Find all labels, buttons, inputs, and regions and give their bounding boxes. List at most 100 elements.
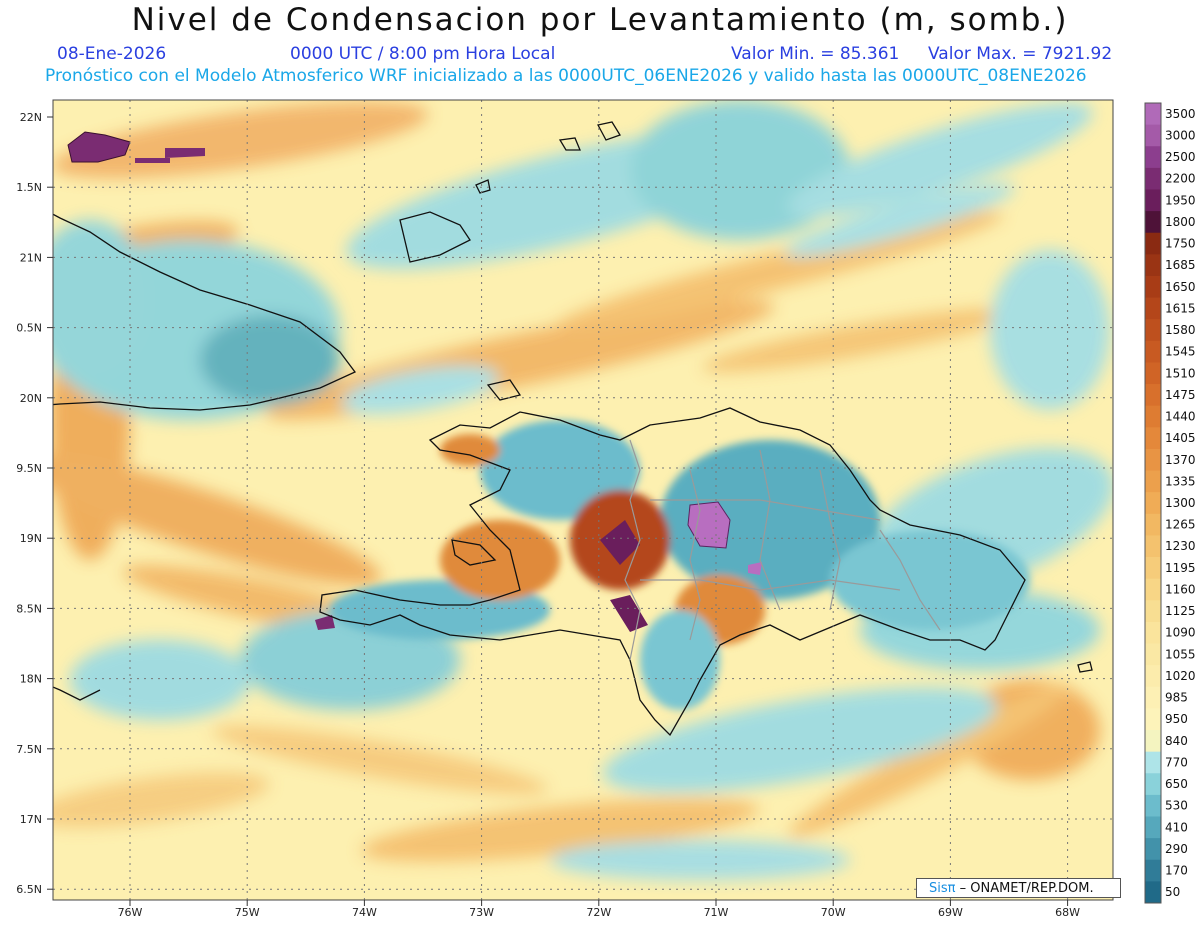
colorbar-label: 1195 bbox=[1165, 561, 1196, 575]
colorbar-label: 50 bbox=[1165, 885, 1180, 899]
colorbar-label: 985 bbox=[1165, 691, 1188, 705]
x-tick-label: 71W bbox=[704, 906, 729, 919]
colorbar-swatch bbox=[1145, 448, 1161, 472]
colorbar-swatch bbox=[1145, 643, 1161, 666]
x-tick-label: 70W bbox=[821, 906, 846, 919]
colorbar-swatch bbox=[1145, 275, 1161, 299]
colorbar-label: 650 bbox=[1165, 777, 1188, 791]
colorbar-label: 1545 bbox=[1165, 345, 1196, 359]
colorbar-label: 1510 bbox=[1165, 366, 1196, 380]
colorbar-swatch bbox=[1145, 405, 1161, 428]
colorbar-label: 1405 bbox=[1165, 431, 1196, 445]
y-tick-label: 22N bbox=[20, 111, 42, 124]
colorbar-label: 1055 bbox=[1165, 647, 1196, 661]
x-tick-label: 72W bbox=[586, 906, 611, 919]
colorbar-label: 1950 bbox=[1165, 193, 1196, 207]
colorbar-label: 1090 bbox=[1165, 626, 1196, 640]
colorbar-label: 1370 bbox=[1165, 453, 1196, 467]
min-value-label: Valor Min. = 85.361 bbox=[731, 44, 900, 64]
colorbar-label: 530 bbox=[1165, 799, 1188, 813]
colorbar-swatch bbox=[1145, 600, 1161, 623]
x-tick-label: 76W bbox=[118, 906, 143, 919]
x-tick-label: 75W bbox=[235, 906, 260, 919]
colorbar-label: 2500 bbox=[1165, 150, 1196, 164]
colorbar-swatch bbox=[1145, 838, 1161, 861]
colorbar-label: 950 bbox=[1165, 712, 1188, 726]
colorbar-label: 770 bbox=[1165, 755, 1188, 769]
x-tick-label: 68W bbox=[1055, 906, 1080, 919]
colorbar-swatch bbox=[1145, 513, 1161, 536]
colorbar-label: 3500 bbox=[1165, 107, 1196, 121]
colorbar-label: 1300 bbox=[1165, 496, 1196, 510]
colorbar-swatch bbox=[1145, 708, 1161, 731]
colorbar-label: 1615 bbox=[1165, 301, 1196, 315]
colorbar-label: 1685 bbox=[1165, 258, 1196, 272]
colorbar-swatch bbox=[1145, 665, 1161, 688]
credit-box: Sisπ – ONAMET/REP.DOM. bbox=[916, 878, 1121, 898]
y-tick-label: 0.5N bbox=[16, 322, 42, 335]
y-tick-label: 6.5N bbox=[16, 883, 42, 896]
y-tick-label: 20N bbox=[20, 392, 42, 405]
y-tick-label: 9.5N bbox=[16, 462, 42, 475]
colorbar-label: 1160 bbox=[1165, 582, 1196, 596]
colorbar-label: 1125 bbox=[1165, 604, 1196, 618]
colorbar-frame bbox=[1144, 102, 1162, 904]
colorbar-swatch bbox=[1145, 167, 1161, 190]
colorbar-swatch bbox=[1145, 621, 1161, 645]
colorbar-swatch bbox=[1145, 859, 1161, 882]
colorbar-swatch bbox=[1145, 254, 1161, 277]
colorbar-label: 290 bbox=[1165, 842, 1188, 856]
colorbar-label: 170 bbox=[1165, 864, 1188, 878]
lcl-field bbox=[53, 100, 1113, 900]
y-tick-label: 8.5N bbox=[16, 602, 42, 615]
colorbar-label: 1800 bbox=[1165, 215, 1196, 229]
colorbar-label: 1265 bbox=[1165, 518, 1196, 532]
colorbar-swatch bbox=[1145, 384, 1161, 407]
sis-logo: Sisπ bbox=[929, 881, 956, 896]
forecast-description: Pronóstico con el Modelo Atmosferico WRF… bbox=[45, 66, 1087, 86]
x-tick-label: 74W bbox=[352, 906, 377, 919]
colorbar-swatch bbox=[1145, 362, 1161, 385]
colorbar-swatch bbox=[1145, 773, 1161, 796]
colorbar-swatch bbox=[1145, 103, 1161, 126]
colorbar-swatch bbox=[1145, 146, 1161, 169]
colorbar-label: 1580 bbox=[1165, 323, 1196, 337]
x-tick-label: 73W bbox=[469, 906, 494, 919]
colorbar-swatch bbox=[1145, 427, 1161, 450]
y-tick-label: 18N bbox=[20, 673, 42, 686]
y-tick-label: 1.5N bbox=[16, 181, 42, 194]
colorbar-swatch bbox=[1145, 319, 1161, 342]
colorbar-label: 1020 bbox=[1165, 669, 1196, 683]
y-tick-label: 21N bbox=[20, 251, 42, 264]
colorbar-label: 410 bbox=[1165, 820, 1188, 834]
colorbar-label: 1750 bbox=[1165, 237, 1196, 251]
time-label: 0000 UTC / 8:00 pm Hora Local bbox=[290, 44, 556, 64]
colorbar-swatch bbox=[1145, 211, 1161, 234]
colorbar-label: 1650 bbox=[1165, 280, 1196, 294]
credit-org: – ONAMET/REP.DOM. bbox=[959, 881, 1094, 896]
colorbar-swatch bbox=[1145, 794, 1161, 818]
max-value-label: Valor Max. = 7921.92 bbox=[928, 44, 1113, 64]
colorbar-label: 1440 bbox=[1165, 410, 1196, 424]
colorbar-swatch bbox=[1145, 535, 1161, 558]
date-label: 08-Ene-2026 bbox=[57, 44, 167, 64]
map-frame bbox=[52, 99, 1114, 901]
y-tick-label: 19N bbox=[20, 532, 42, 545]
colorbar-swatch bbox=[1145, 578, 1161, 601]
colorbar-swatch bbox=[1145, 686, 1161, 709]
graticule bbox=[53, 100, 1113, 900]
colorbar-swatch bbox=[1145, 816, 1161, 839]
province-borders bbox=[624, 439, 941, 661]
colorbar: 3500 3000 2500 2200 1950 1800 1750 1685 1650 1615… bbox=[1144, 102, 1196, 904]
colorbar-label: 1230 bbox=[1165, 539, 1196, 553]
colorbar-label: 840 bbox=[1165, 734, 1188, 748]
map-title: Nivel de Condensacion por Levantamiento … bbox=[131, 2, 1069, 38]
colorbar-swatch bbox=[1145, 340, 1161, 363]
colorbar-swatch bbox=[1145, 557, 1161, 580]
coastlines bbox=[53, 121, 1093, 737]
colorbar-swatch bbox=[1145, 124, 1161, 147]
colorbar-swatch bbox=[1145, 297, 1161, 320]
colorbar-swatch bbox=[1145, 470, 1161, 493]
colorbar-label: 1475 bbox=[1165, 388, 1196, 402]
